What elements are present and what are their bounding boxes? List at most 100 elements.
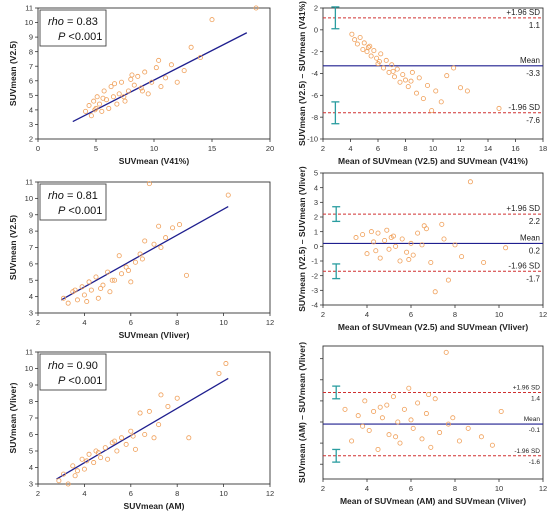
data-point bbox=[91, 460, 97, 466]
data-point bbox=[496, 105, 502, 111]
data-point bbox=[419, 436, 425, 442]
data-point bbox=[355, 413, 361, 419]
data-point bbox=[368, 229, 374, 235]
data-point bbox=[364, 49, 370, 55]
y-axis-label: SUVmean (AM) – SUVmean (Vliver) bbox=[297, 342, 307, 483]
data-point bbox=[146, 181, 152, 187]
data-point bbox=[156, 57, 162, 63]
data-point bbox=[109, 277, 115, 283]
data-point bbox=[373, 248, 379, 254]
x-tick-label: 2 bbox=[321, 310, 325, 319]
reference-line-value: 0.2 bbox=[529, 246, 541, 255]
data-point bbox=[91, 98, 97, 104]
data-point bbox=[156, 223, 162, 229]
y-tick-label: -3 bbox=[311, 286, 318, 295]
data-point bbox=[101, 88, 107, 94]
data-point bbox=[349, 31, 355, 37]
data-point bbox=[95, 450, 101, 456]
data-point bbox=[420, 96, 426, 102]
x-tick-label: 8 bbox=[175, 489, 179, 498]
data-point bbox=[397, 440, 403, 446]
x-tick-label: 4 bbox=[82, 318, 86, 327]
y-tick-label: 9 bbox=[29, 33, 33, 42]
chart-panel-5: 2 4 6 8 10 12 3 4 5 6 7 8 9 10 11 SUVmean (AM) SUVmean (… bbox=[8, 348, 274, 511]
data-point bbox=[125, 88, 131, 94]
data-point bbox=[253, 5, 259, 11]
data-point bbox=[137, 410, 143, 416]
reference-line-label: +1.96 SD bbox=[506, 204, 540, 213]
data-point bbox=[400, 72, 406, 78]
y-tick-label: 9 bbox=[29, 210, 33, 219]
data-point bbox=[467, 179, 473, 185]
rho-symbol: rho bbox=[48, 360, 64, 372]
data-point bbox=[409, 69, 415, 75]
data-point bbox=[360, 232, 366, 238]
y-tick-label: 6 bbox=[29, 430, 33, 439]
y-tick-label: 8 bbox=[29, 397, 33, 406]
data-point bbox=[125, 267, 131, 273]
y-tick-label: 9 bbox=[29, 381, 33, 390]
y-tick-label: 11 bbox=[25, 178, 33, 187]
rho-text: rho = 0.90 bbox=[48, 360, 98, 372]
y-tick-label: 3 bbox=[29, 309, 33, 318]
y-tick-label: 10 bbox=[25, 364, 33, 373]
y-tick-label: 2 bbox=[314, 4, 318, 13]
x-tick-label: 12 bbox=[539, 310, 547, 319]
y-axis-label: SUVmean (V2.5) bbox=[8, 215, 18, 280]
x-axis-label: SUVmean (Vliver) bbox=[119, 330, 190, 340]
data-point bbox=[112, 438, 118, 444]
data-point bbox=[388, 235, 394, 241]
data-point bbox=[428, 444, 434, 450]
p-text: P <0.001 bbox=[58, 375, 102, 387]
data-point bbox=[433, 88, 439, 94]
regression-line bbox=[72, 32, 248, 123]
data-point bbox=[108, 84, 114, 90]
data-point bbox=[225, 192, 231, 198]
p-symbol: P bbox=[58, 31, 66, 43]
data-point bbox=[365, 44, 371, 50]
data-point bbox=[72, 287, 78, 293]
y-tick-label: 5 bbox=[29, 91, 33, 100]
data-point bbox=[404, 249, 410, 255]
data-point bbox=[349, 438, 355, 444]
data-point bbox=[156, 422, 162, 428]
data-point bbox=[100, 282, 106, 288]
x-tick-label: 2 bbox=[36, 318, 40, 327]
data-point bbox=[112, 81, 118, 87]
data-point bbox=[188, 44, 194, 50]
x-tick-label: 18 bbox=[539, 144, 547, 153]
data-point bbox=[123, 264, 129, 270]
data-point bbox=[450, 415, 456, 421]
reference-line-label: Mean bbox=[520, 233, 540, 242]
data-point bbox=[366, 427, 372, 433]
data-point bbox=[368, 53, 374, 59]
y-tick-label: 10 bbox=[25, 194, 33, 203]
data-point bbox=[128, 76, 134, 82]
data-point bbox=[181, 68, 187, 74]
data-point bbox=[98, 455, 104, 461]
data-point bbox=[437, 430, 443, 436]
data-point bbox=[153, 65, 159, 71]
data-point bbox=[397, 258, 403, 264]
x-axis-label: Mean of SUVmean (AM) and SUVmean (Vliver… bbox=[340, 496, 526, 506]
reference-line-label: Mean bbox=[524, 416, 541, 423]
x-tick-label: 12 bbox=[266, 318, 274, 327]
data-point bbox=[376, 58, 382, 64]
data-point bbox=[393, 434, 399, 440]
data-point bbox=[84, 299, 90, 305]
data-point bbox=[197, 54, 203, 60]
data-point bbox=[74, 297, 80, 303]
data-point bbox=[95, 295, 101, 301]
data-point bbox=[142, 238, 148, 244]
data-point bbox=[99, 108, 105, 114]
x-tick-label: 15 bbox=[208, 144, 216, 153]
data-point bbox=[102, 445, 108, 451]
data-point bbox=[489, 442, 495, 448]
x-tick-label: 8 bbox=[453, 310, 457, 319]
reference-line-label: +1.96 SD bbox=[506, 8, 540, 17]
x-tick-label: 4 bbox=[82, 489, 86, 498]
chart-panel-1: 0 5 10 15 20 2 3 4 5 6 7 8 9 10 11 SUVmean (V41%) SUVmea… bbox=[8, 4, 274, 166]
data-point bbox=[107, 289, 113, 295]
reference-line-label: -1.96 SD bbox=[514, 448, 540, 455]
y-tick-label: -10 bbox=[307, 135, 318, 144]
